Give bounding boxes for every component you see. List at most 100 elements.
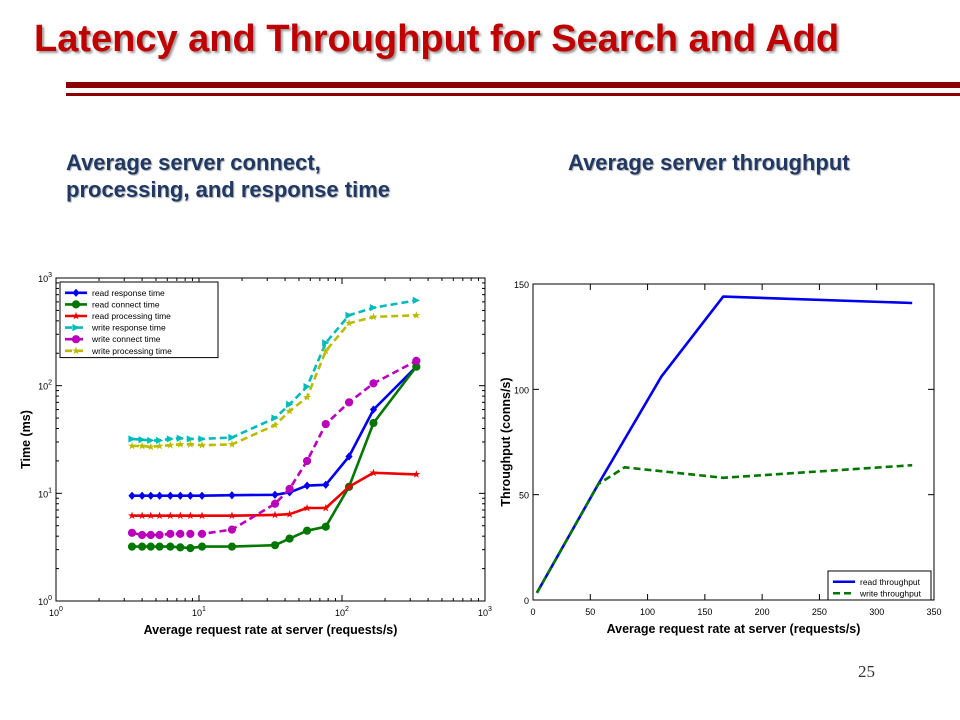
data-point: [412, 470, 421, 478]
data-point: [227, 525, 237, 534]
y-tick-label: 0: [524, 596, 529, 606]
data-point: [146, 542, 155, 551]
data-point: [147, 491, 155, 500]
y-axis-label: Throughput (conns/s): [499, 377, 513, 506]
data-point: [285, 400, 294, 408]
x-tick-label: 100: [49, 606, 63, 618]
legend-entry: write response time: [91, 323, 166, 333]
series-line: [131, 359, 417, 537]
data-point: [285, 484, 294, 493]
data-point: [155, 441, 164, 450]
data-point: [228, 433, 236, 442]
data-point: [166, 542, 175, 551]
data-point: [271, 420, 279, 429]
legend-entry: write connect time: [91, 334, 161, 344]
data-point: [302, 456, 312, 466]
x-tick-label: 101: [192, 606, 206, 618]
data-point: [412, 356, 421, 365]
data-point: [146, 442, 155, 451]
legend-entry: read connect time: [92, 299, 160, 309]
data-point: [345, 319, 354, 327]
data-point: [285, 510, 294, 518]
data-point: [369, 312, 378, 321]
data-point: [155, 542, 164, 551]
data-point: [155, 436, 164, 445]
series-line: [131, 299, 417, 442]
data-point: [321, 346, 330, 355]
legend-entry: read response time: [92, 288, 165, 298]
data-point: [345, 482, 354, 491]
data-point: [155, 511, 164, 520]
x-axis-label: Average request rate at server (requests…: [607, 622, 861, 636]
latency-chart: 100 101 102 103 100 101 102 103 Average request …: [19, 272, 492, 637]
slide-title: Latency and Throughput for Search and Ad…: [34, 18, 840, 60]
data-point: [228, 491, 236, 500]
data-point: [146, 511, 155, 520]
data-point: [197, 529, 207, 538]
data-point: [138, 441, 147, 450]
data-point: [166, 440, 175, 449]
data-point: [137, 530, 147, 540]
y-tick-label: 150: [514, 280, 529, 290]
x-tick-label: 200: [755, 607, 770, 617]
data-point: [412, 311, 421, 319]
data-point: [369, 468, 378, 477]
data-point: [137, 542, 147, 551]
series-write-connect-time: [127, 356, 421, 540]
x-tick-label: 0: [530, 607, 535, 617]
data-point: [303, 393, 312, 401]
data-point: [369, 418, 378, 428]
y-axis-label: Time (ms): [19, 410, 33, 469]
data-point: [271, 510, 279, 519]
data-point: [128, 511, 136, 520]
data-point: [176, 434, 184, 442]
data-point: [166, 435, 174, 443]
series-read-processing-time: [128, 468, 421, 520]
data-point: [227, 542, 237, 551]
data-point: [369, 304, 378, 312]
data-point: [138, 511, 147, 520]
data-point: [128, 491, 136, 500]
data-point: [321, 419, 330, 429]
data-point: [138, 491, 146, 500]
data-point: [198, 435, 206, 443]
data-point: [128, 441, 136, 450]
data-point: [303, 383, 311, 391]
data-point: [227, 440, 236, 448]
data-point: [186, 529, 195, 538]
y-tick-label: 100: [38, 595, 52, 607]
y-tick-label: 103: [38, 272, 52, 284]
x-tick-label: 300: [869, 607, 884, 617]
data-point: [369, 379, 378, 388]
data-point: [345, 311, 353, 319]
slide-number: 25: [858, 662, 875, 681]
data-point: [186, 491, 194, 500]
legend-marker: [72, 311, 80, 320]
x-tick-label: 103: [478, 606, 492, 618]
y-tick-label: 100: [514, 385, 529, 395]
data-point: [127, 528, 137, 537]
legend-box: [59, 281, 219, 359]
x-tick-label: 50: [585, 607, 595, 617]
x-tick-label: 102: [335, 606, 349, 618]
data-point: [322, 480, 330, 489]
data-point: [127, 542, 137, 551]
data-point: [166, 511, 175, 520]
x-tick-label: 150: [697, 607, 712, 617]
data-point: [321, 522, 330, 531]
latency-caption: Average server connect, processing, and …: [66, 150, 390, 202]
data-point: [198, 511, 207, 520]
data-point: [321, 503, 330, 512]
data-point: [166, 529, 175, 538]
series-write-throughput: [535, 463, 913, 594]
data-point: [271, 490, 279, 499]
data-point: [176, 543, 185, 552]
data-point: [186, 543, 195, 553]
series-write-processing-time: [128, 311, 421, 451]
legend-entry: write processing time: [91, 346, 172, 356]
data-point: [155, 491, 164, 500]
data-point: [186, 511, 195, 520]
x-tick-label: 100: [640, 607, 655, 617]
data-point: [166, 491, 174, 500]
series-line: [132, 314, 417, 449]
